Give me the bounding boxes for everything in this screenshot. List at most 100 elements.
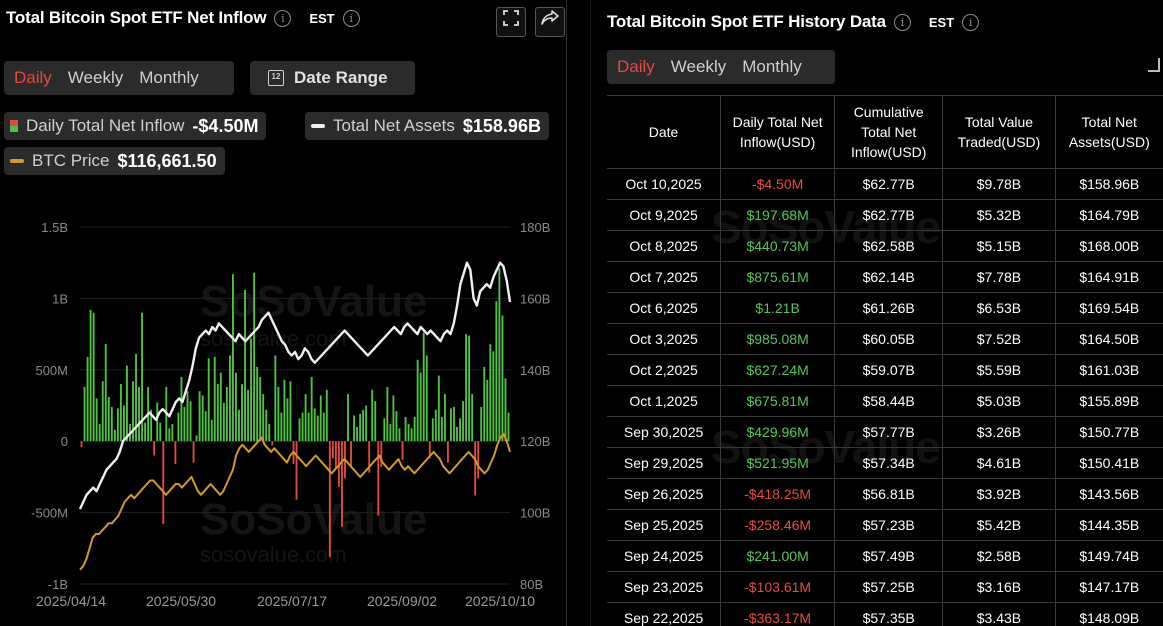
- table-row[interactable]: Oct 1,2025 $675.81M $58.44B $5.03B $155.89B: [607, 385, 1163, 417]
- col-cumulative-inflow[interactable]: Cumulative Total Net Inflow(USD): [834, 95, 944, 169]
- row-date: Oct 9,2025: [607, 199, 722, 231]
- inflow-bar: [241, 384, 243, 442]
- share-icon[interactable]: [535, 7, 565, 37]
- table-row[interactable]: Sep 22,2025 -$363.17M $57.35B $3.43B $148.09…: [607, 602, 1163, 626]
- history-tab-weekly[interactable]: Weekly: [670, 57, 727, 76]
- row-date: Oct 1,2025: [607, 385, 722, 417]
- timezone-info-icon[interactable]: i: [342, 9, 360, 27]
- table-row[interactable]: Oct 6,2025 $1.21B $61.26B $6.53B $169.54B: [607, 292, 1163, 324]
- inflow-bar: [225, 386, 228, 442]
- legend-inflow-value: -$4.50M: [192, 115, 259, 136]
- table-row[interactable]: Oct 3,2025 $985.08M $60.05B $7.52B $164.50B: [607, 323, 1163, 355]
- inflow-bar: [277, 386, 280, 442]
- inflow-bar: [186, 391, 189, 442]
- table-row[interactable]: Oct 10,2025 -$4.50M $62.77B $9.78B $158.96B: [607, 168, 1163, 200]
- fullscreen-icon[interactable]: [496, 7, 526, 37]
- y-left-tick-label: -500M: [31, 506, 68, 521]
- row-value-traded: $7.52B: [942, 323, 1056, 355]
- history-tab-monthly[interactable]: Monthly: [742, 57, 802, 76]
- row-date: Sep 30,2025: [607, 416, 722, 448]
- legend-total-net-assets[interactable]: Total Net Assets $158.96B: [305, 112, 549, 140]
- y-left-tick-label: 1B: [52, 291, 68, 306]
- inflow-bar: [213, 356, 216, 442]
- inflow-bar: [265, 409, 268, 442]
- inflow-bar: [231, 274, 234, 442]
- inflow-bar: [443, 394, 446, 442]
- tab-monthly[interactable]: Monthly: [139, 68, 199, 87]
- date-range-label: Date Range: [294, 68, 388, 87]
- row-date: Oct 2,2025: [607, 354, 722, 386]
- row-cumulative: $57.34B: [834, 447, 944, 479]
- table-row[interactable]: Oct 2,2025 $627.24M $59.07B $5.59B $161.03B: [607, 354, 1163, 386]
- inflow-bar: [507, 412, 510, 442]
- inflow-bar: [216, 384, 219, 442]
- net-inflow-chart[interactable]: SoSoValuesosovalue.comSoSoValuesosovalue…: [0, 190, 566, 626]
- history-tab-daily[interactable]: Daily: [617, 57, 655, 76]
- y-right-tick-label: 180B: [520, 220, 550, 235]
- inflow-bar: [401, 441, 404, 460]
- row-cumulative: $57.77B: [834, 416, 944, 448]
- expand-icon[interactable]: [1148, 58, 1160, 72]
- inflow-bar: [283, 379, 286, 442]
- row-date: Oct 10,2025: [607, 168, 722, 200]
- row-cumulative: $61.26B: [834, 292, 944, 324]
- y-right-tick-label: 120B: [520, 434, 550, 449]
- row-value-traded: $7.78B: [942, 261, 1056, 293]
- table-row[interactable]: Sep 23,2025 -$103.61M $57.25B $3.16B $147.17…: [607, 571, 1163, 603]
- row-daily-inflow: $429.96M: [720, 416, 836, 448]
- info-icon[interactable]: i: [274, 9, 292, 27]
- inflow-bar: [407, 424, 410, 442]
- table-row[interactable]: Sep 29,2025 $521.95M $57.34B $4.61B $150.41B: [607, 447, 1163, 479]
- inflow-bar: [359, 414, 362, 442]
- inflow-bar: [334, 441, 337, 469]
- inflow-bar: [322, 412, 325, 442]
- inflow-bar: [259, 376, 262, 442]
- inflow-bar: [247, 389, 249, 442]
- legend-btc-price[interactable]: BTC Price $116,661.50: [4, 147, 225, 175]
- inflow-bar: [219, 372, 222, 442]
- table-row[interactable]: Sep 24,2025 $241.00M $57.49B $2.58B $149.74B: [607, 540, 1163, 572]
- table-row[interactable]: Sep 25,2025 -$258.46M $57.23B $5.42B $144.35…: [607, 509, 1163, 541]
- x-tick-label: 2025/04/14: [36, 593, 106, 609]
- row-daily-inflow: $1.21B: [720, 292, 836, 324]
- row-value-traded: $6.53B: [942, 292, 1056, 324]
- legend-net-inflow[interactable]: Daily Total Net Inflow -$4.50M: [4, 112, 267, 140]
- inflow-bar: [477, 441, 480, 479]
- inflow-bar: [353, 415, 355, 442]
- col-value-traded[interactable]: Total Value Traded(USD): [942, 95, 1056, 169]
- date-range-button[interactable]: 12 Date Range: [250, 61, 415, 95]
- left-timezone-label: EST: [309, 10, 335, 26]
- row-date: Sep 25,2025: [607, 509, 722, 541]
- inflow-bar: [434, 409, 437, 442]
- inflow-bar: [468, 335, 471, 442]
- inflow-bar: [425, 355, 428, 442]
- inflow-bar: [307, 412, 310, 442]
- row-net-assets: $155.89B: [1054, 385, 1163, 417]
- table-row[interactable]: Oct 9,2025 $197.68M $62.77B $5.32B $164.79B: [607, 199, 1163, 231]
- history-timezone-info-icon[interactable]: i: [962, 13, 980, 31]
- row-cumulative: $57.35B: [834, 602, 944, 626]
- row-value-traded: $5.15B: [942, 230, 1056, 262]
- col-net-assets[interactable]: Total Net Assets(USD): [1054, 95, 1163, 169]
- table-row[interactable]: Oct 8,2025 $440.73M $62.58B $5.15B $168.00B: [607, 230, 1163, 262]
- inflow-bar: [159, 422, 162, 442]
- row-cumulative: $57.49B: [834, 540, 944, 572]
- row-daily-inflow: $675.81M: [720, 385, 836, 417]
- table-row[interactable]: Sep 30,2025 $429.96M $57.77B $3.26B $150.77B: [607, 416, 1163, 448]
- inflow-bar: [116, 408, 119, 442]
- inflow-bar: [398, 428, 401, 442]
- inflow-bar: [483, 366, 486, 442]
- table-row[interactable]: Oct 7,2025 $875.61M $62.14B $7.78B $164.91B: [607, 261, 1163, 293]
- tab-daily[interactable]: Daily: [14, 68, 52, 87]
- row-cumulative: $62.14B: [834, 261, 944, 293]
- col-daily-inflow[interactable]: Daily Total Net Inflow(USD): [720, 95, 836, 169]
- col-date[interactable]: Date: [607, 95, 722, 169]
- inflow-bar: [110, 406, 113, 442]
- inflow-bar: [201, 395, 204, 442]
- tab-weekly[interactable]: Weekly: [67, 68, 124, 87]
- row-net-assets: $150.41B: [1054, 447, 1163, 479]
- table-row[interactable]: Sep 26,2025 -$418.25M $56.81B $3.92B $143.56…: [607, 478, 1163, 510]
- right-panel-title: Total Bitcoin Spot ETF History Data: [607, 12, 886, 31]
- history-info-icon[interactable]: i: [893, 13, 911, 31]
- net-inflow-panel: Total Bitcoin Spot ETF Net Inflow i EST …: [0, 0, 567, 626]
